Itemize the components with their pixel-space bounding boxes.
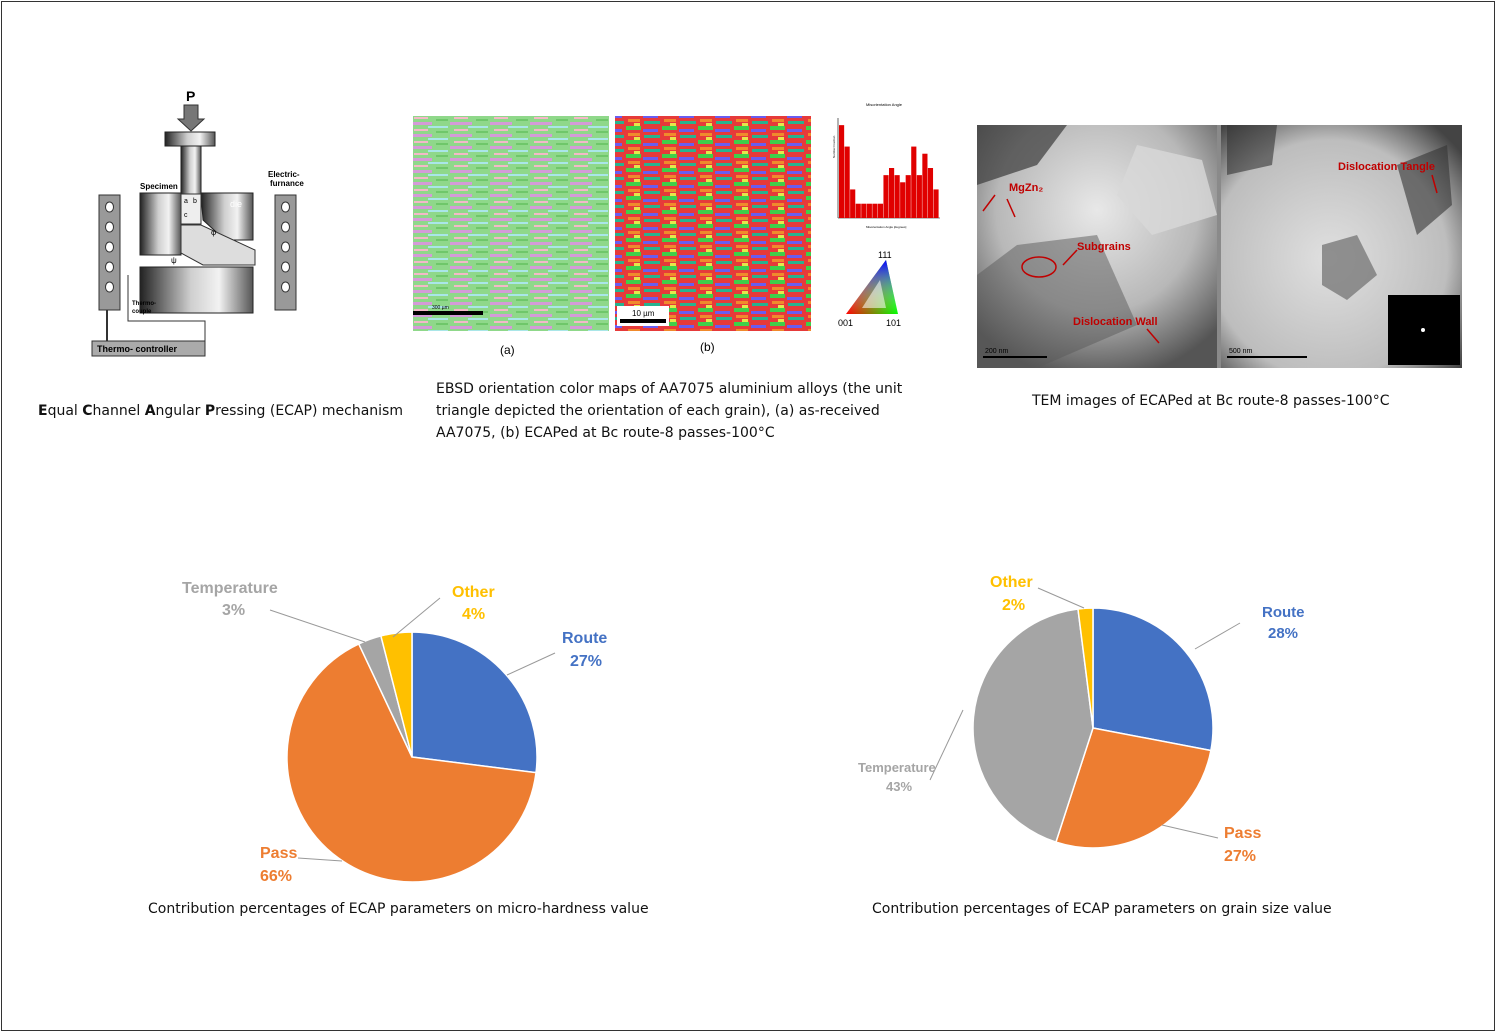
histogram-bar <box>850 189 856 218</box>
pie-chart-microhardness: Temperature 3% Other 4% Route 27% Pass 6… <box>182 580 607 885</box>
ecap-label-die: die <box>230 199 242 209</box>
triangle-001: 001 <box>838 318 853 328</box>
tem-caption: TEM images of ECAPed at Bc route-8 passe… <box>1032 393 1390 409</box>
pie1-pct-temperature: 3% <box>222 602 245 619</box>
triangle-111: 111 <box>878 250 892 260</box>
pie1-slice-route <box>411 631 538 774</box>
ecap-label-controller: Thermo- controller <box>97 344 178 354</box>
pie1-slice-pass <box>286 642 537 883</box>
histogram-bar <box>877 203 884 218</box>
pie2-slice-other <box>1077 607 1094 729</box>
histogram-bars <box>839 125 939 218</box>
unit-triangle: 111 001 101 <box>838 250 901 328</box>
ebsd-label-b: (b) <box>700 340 715 354</box>
pie1-pct-pass: 66% <box>260 868 292 885</box>
ebsd-caption-line-2: triangle depicted the orientation of eac… <box>436 403 880 419</box>
ebsd-label-a: (a) <box>500 343 515 357</box>
histogram-bar <box>844 146 850 218</box>
ecap-label-phi: φ <box>211 228 216 237</box>
ecap-label-specimen: Specimen <box>140 182 178 191</box>
misorientation-histogram: Misorientation Angle Number Fraction Mis… <box>832 102 940 229</box>
pie2-slice-pass <box>1054 727 1212 849</box>
pie1-pct-route: 27% <box>570 653 602 670</box>
ecap-diagram: P Specimen die a b c φ ψ Electric- furna… <box>91 88 304 357</box>
triangle-101: 101 <box>886 318 901 328</box>
pie1-pct-other: 4% <box>462 606 485 623</box>
ebsd-caption: EBSD orientation color maps of AA7075 al… <box>436 378 916 444</box>
pie1-label-route: Route <box>562 630 607 647</box>
tem-images: 200 nm 500 nm MgZn₂ Subgrains Dislocatio… <box>977 125 1462 368</box>
histogram-bar <box>872 203 878 218</box>
histogram-bar <box>889 168 895 218</box>
ecap-label-psi: ψ <box>171 256 177 265</box>
pie2-slice-temperature <box>972 608 1094 844</box>
pie2-label-route: Route <box>1262 604 1305 621</box>
pie2-slice-route <box>1092 607 1214 752</box>
ecap-label-furnace-1: Electric- <box>268 170 300 179</box>
ecap-label-p: P <box>186 88 195 104</box>
histogram-bar <box>905 175 911 218</box>
histogram-bar <box>861 203 867 218</box>
ecap-label-b: b <box>193 198 197 205</box>
pie2-pct-other: 2% <box>1002 597 1025 614</box>
ecap-label-furnace-2: furnance <box>270 179 304 188</box>
histogram-bar <box>922 153 928 218</box>
histogram-ylabel: Number Fraction <box>832 135 836 158</box>
pie1-slice-other <box>380 631 413 758</box>
pie2-caption: Contribution percentages of ECAP paramet… <box>872 901 1332 917</box>
ebsd-scale-a: 300 µm <box>432 305 449 311</box>
histogram-xlabel: Misorientation Angle [degrees] <box>866 225 907 229</box>
histogram-title: Misorientation Angle <box>866 102 903 107</box>
pie1-label-other: Other <box>452 584 495 601</box>
pie1-label-temperature: Temperature <box>182 580 278 597</box>
ebsd-caption-line-3: AA7075, (b) ECAPed at Bc route-8 passes-… <box>436 425 775 441</box>
histogram-bar <box>883 175 889 218</box>
histogram-bar <box>933 189 939 218</box>
ecap-label-thermo-1: Thermo- <box>132 301 156 307</box>
tem-scale-right: 500 nm <box>1229 348 1253 355</box>
pie-chart-grainsize: Other 2% Route 28% Temperature 43% Pass … <box>858 574 1305 865</box>
tem-label-mgzn: MgZn₂ <box>1009 182 1043 194</box>
histogram-bar <box>855 203 861 218</box>
pie1-caption: Contribution percentages of ECAP paramet… <box>148 901 649 917</box>
pie2-pct-pass: 27% <box>1224 848 1256 865</box>
pie2-pct-route: 28% <box>1268 625 1298 642</box>
histogram-bar <box>900 182 906 218</box>
pie2-pct-temperature: 43% <box>886 779 912 794</box>
histogram-bar <box>839 125 845 218</box>
tem-label-wall: Dislocation Wall <box>1073 316 1158 328</box>
tem-label-tangle: Dislocation Tangle <box>1338 161 1435 173</box>
ecap-label-thermo-2: couple <box>132 309 152 315</box>
pie2-label-other: Other <box>990 574 1033 591</box>
histogram-bar <box>894 175 900 218</box>
ebsd-caption-line-1: EBSD orientation color maps of AA7075 al… <box>436 381 903 397</box>
ecap-label-a: a <box>184 198 188 205</box>
pie2-label-pass: Pass <box>1224 825 1261 842</box>
ecap-label-c: c <box>184 212 188 219</box>
tem-label-subgrains: Subgrains <box>1077 241 1131 253</box>
histogram-bar <box>866 203 872 218</box>
histogram-bar <box>927 168 934 218</box>
ecap-caption: Equal Channel Angular Pressing (ECAP) me… <box>38 403 403 419</box>
pie1-label-pass: Pass <box>260 845 297 862</box>
ebsd-maps: 300 µm 10 µm (a) (b) Misorientation Angl… <box>413 102 940 357</box>
histogram-bar <box>911 146 917 218</box>
ebsd-scale-b: 10 µm <box>632 309 655 318</box>
pie2-label-temperature: Temperature <box>858 760 936 775</box>
histogram-bar <box>916 175 922 218</box>
tem-scale-left: 200 nm <box>985 348 1009 355</box>
